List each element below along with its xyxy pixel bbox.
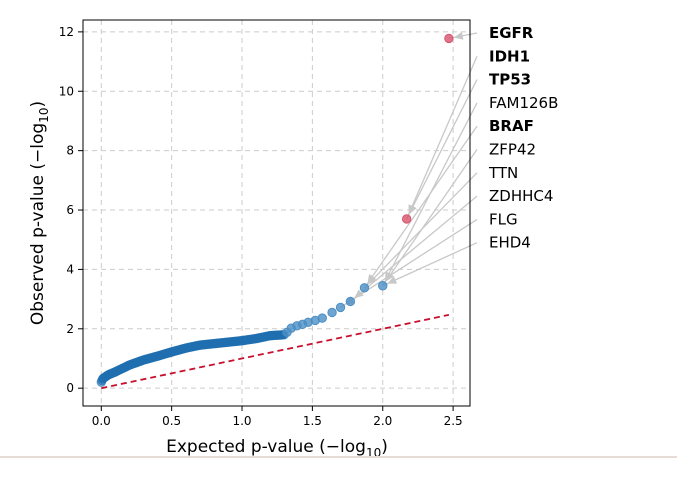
leader-line <box>363 125 478 289</box>
bottom-panel <box>0 458 677 485</box>
gene-label: FAM126B <box>489 94 558 112</box>
leader-arrowhead <box>453 31 464 40</box>
gene-label: EHD4 <box>489 234 531 252</box>
data-point <box>345 296 356 307</box>
annotation-leaders <box>340 31 478 308</box>
y-tick-label: 12 <box>59 25 74 39</box>
gene-label: BRAF <box>489 117 534 135</box>
gene-label: FLG <box>489 210 518 228</box>
reference-line <box>101 313 450 390</box>
y-tick-label: 8 <box>66 144 74 158</box>
qq-plot: 0.0 0.5 1.0 1.5 2.0 2.5 0 2 4 6 8 10 12 EGFR IDH1 TP53… <box>28 19 558 456</box>
leader-line <box>448 32 478 40</box>
gene-label: EGFR <box>489 24 534 42</box>
leader-line <box>406 56 478 220</box>
data-point <box>335 302 346 313</box>
gene-label: IDH1 <box>489 47 530 65</box>
axis-ticks: 0.0 0.5 1.0 1.5 2.0 2.5 0 2 4 6 8 10 12 <box>59 25 463 428</box>
grid <box>83 20 470 406</box>
highlighted-point <box>444 33 454 44</box>
leader-arrowhead <box>385 271 395 282</box>
y-axis-title: Observed p-value (−log10) <box>28 101 51 325</box>
data-point <box>327 307 337 318</box>
leader-line <box>382 149 478 287</box>
leader-arrowhead <box>367 275 378 285</box>
y-tick-label: 10 <box>59 84 74 98</box>
highlighted-point <box>401 214 412 224</box>
plot-frame <box>82 19 471 407</box>
leader-line <box>340 218 478 308</box>
leader-line <box>382 242 478 287</box>
gene-label: ZDHHC4 <box>489 187 553 205</box>
data-point <box>282 327 292 338</box>
y-tick-label: 0 <box>66 381 74 395</box>
gene-label: TTN <box>488 164 518 182</box>
data-points <box>96 33 454 387</box>
gene-label: TP53 <box>489 71 531 89</box>
x-tick-label: 0.5 <box>162 414 181 428</box>
x-tick-label: 1.5 <box>303 414 322 428</box>
y-tick-label: 4 <box>66 262 74 276</box>
data-point <box>359 283 370 293</box>
y-tick-label: 6 <box>66 203 74 217</box>
x-tick-label: 1.0 <box>232 414 251 428</box>
y-tick-label: 2 <box>66 322 74 336</box>
x-tick-label: 2.0 <box>373 414 392 428</box>
data-point <box>378 281 388 291</box>
leader-line <box>363 172 478 289</box>
leader-line <box>349 195 478 302</box>
expected-diagonal <box>101 313 450 390</box>
x-tick-label: 0.0 <box>92 414 111 428</box>
gene-labels: EGFR IDH1 TP53 FAM126B BRAF ZFP42 TTN ZDHHC4 FLG… <box>488 24 558 252</box>
leader-arrowhead <box>387 276 398 284</box>
window-divider <box>0 456 677 458</box>
leader-line <box>406 79 478 220</box>
leader-arrowhead <box>354 289 364 299</box>
x-tick-label: 2.5 <box>444 414 463 428</box>
gene-label: ZFP42 <box>489 141 536 159</box>
leader-arrowhead <box>408 204 417 215</box>
x-axis-title: Expected p-value (−log10) <box>166 437 388 456</box>
